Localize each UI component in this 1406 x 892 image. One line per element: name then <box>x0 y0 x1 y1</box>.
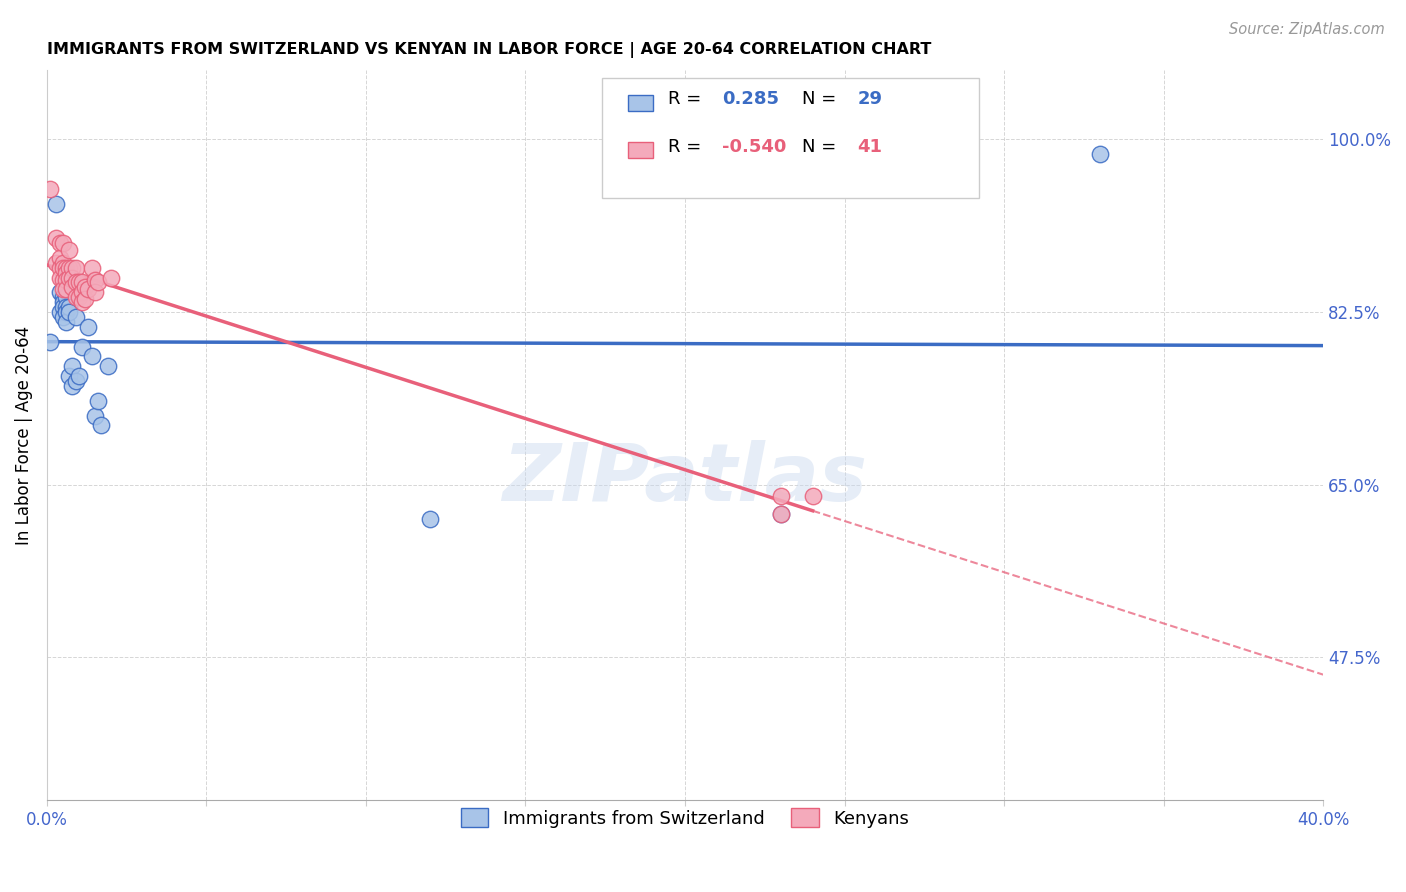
Point <box>87 393 110 408</box>
Point <box>65 276 87 290</box>
FancyBboxPatch shape <box>627 95 652 111</box>
Text: N =: N = <box>803 90 842 108</box>
Point <box>96 359 118 374</box>
Point <box>55 282 77 296</box>
Text: 0.285: 0.285 <box>723 90 779 108</box>
Point <box>75 280 97 294</box>
Text: Source: ZipAtlas.com: Source: ZipAtlas.com <box>1229 22 1385 37</box>
Point <box>55 300 77 314</box>
Point <box>52 295 75 310</box>
Point <box>52 282 75 296</box>
Text: R =: R = <box>668 90 707 108</box>
Point <box>62 260 84 275</box>
Point <box>52 235 75 250</box>
Point <box>58 243 80 257</box>
Point <box>769 490 792 504</box>
Point <box>77 282 100 296</box>
Text: ZIPatlas: ZIPatlas <box>502 440 868 518</box>
Point <box>83 409 105 423</box>
Point <box>62 280 84 294</box>
Legend: Immigrants from Switzerland, Kenyans: Immigrants from Switzerland, Kenyans <box>454 801 917 835</box>
Point <box>48 285 70 300</box>
Point <box>48 260 70 275</box>
Point <box>45 256 67 270</box>
FancyBboxPatch shape <box>627 142 652 158</box>
Point <box>65 310 87 324</box>
Point <box>70 285 93 300</box>
Point <box>70 340 93 354</box>
Text: IMMIGRANTS FROM SWITZERLAND VS KENYAN IN LABOR FORCE | AGE 20-64 CORRELATION CHA: IMMIGRANTS FROM SWITZERLAND VS KENYAN IN… <box>46 42 931 58</box>
Point <box>769 507 792 521</box>
Point <box>48 270 70 285</box>
Text: N =: N = <box>803 137 842 156</box>
Point <box>55 272 77 286</box>
Point <box>55 315 77 329</box>
Point <box>62 270 84 285</box>
Point <box>100 270 122 285</box>
Point <box>419 512 441 526</box>
Point <box>67 290 90 304</box>
Point <box>65 374 87 388</box>
Point <box>48 235 70 250</box>
Point <box>62 359 84 374</box>
Point <box>55 305 77 319</box>
Point <box>39 182 62 196</box>
Text: R =: R = <box>668 137 707 156</box>
Point <box>58 260 80 275</box>
Point <box>83 285 105 300</box>
Point <box>52 290 75 304</box>
Point <box>55 290 77 304</box>
Point <box>52 300 75 314</box>
Text: 41: 41 <box>858 137 883 156</box>
Point <box>65 260 87 275</box>
Point <box>45 196 67 211</box>
Point <box>90 418 112 433</box>
Point <box>77 319 100 334</box>
FancyBboxPatch shape <box>602 78 979 198</box>
Point <box>80 350 103 364</box>
Point <box>52 272 75 286</box>
Point <box>58 270 80 285</box>
Point <box>52 260 75 275</box>
Text: -0.540: -0.540 <box>723 137 786 156</box>
Point <box>48 251 70 265</box>
Point <box>55 266 77 280</box>
Point <box>65 290 87 304</box>
Point <box>67 369 90 384</box>
Point <box>48 305 70 319</box>
Point <box>801 490 824 504</box>
Point <box>70 276 93 290</box>
Point <box>52 310 75 324</box>
Point <box>55 260 77 275</box>
Point <box>87 276 110 290</box>
Point <box>80 260 103 275</box>
Point <box>1088 147 1111 161</box>
Point <box>75 292 97 306</box>
Point <box>45 231 67 245</box>
Point <box>83 272 105 286</box>
Point <box>70 295 93 310</box>
Point <box>58 300 80 314</box>
Point <box>769 507 792 521</box>
Text: 29: 29 <box>858 90 883 108</box>
Y-axis label: In Labor Force | Age 20-64: In Labor Force | Age 20-64 <box>15 326 32 545</box>
Point <box>58 305 80 319</box>
Point <box>62 379 84 393</box>
Point <box>58 369 80 384</box>
Point <box>52 256 75 270</box>
Point <box>67 276 90 290</box>
Point <box>39 334 62 349</box>
